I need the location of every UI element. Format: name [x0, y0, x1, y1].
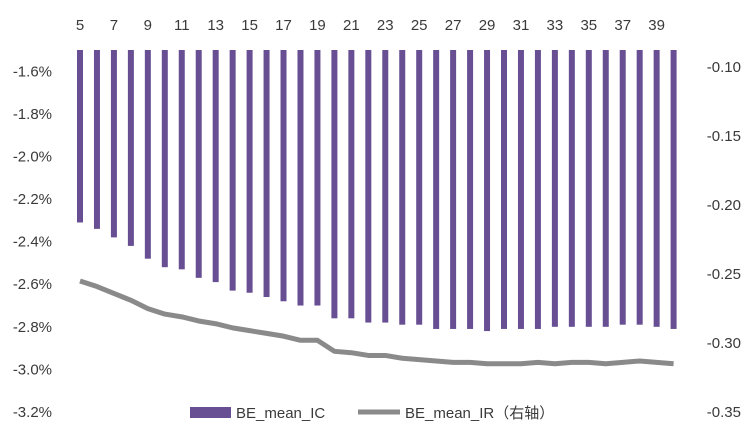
- x-tick-label: 39: [648, 17, 665, 34]
- x-tick-label: 15: [241, 17, 258, 34]
- x-tick-label: 21: [343, 17, 360, 34]
- y-left-tick-label: -3.2%: [13, 404, 52, 421]
- bar: [551, 50, 558, 327]
- y-left-tick-label: -2.8%: [13, 319, 52, 336]
- bar: [399, 50, 406, 325]
- x-axis-ticks: 5 7 9 11 13 15 17 19 21 23 25 27 29 31 33 35 37 39: [76, 17, 665, 34]
- x-tick-label: 13: [207, 17, 224, 34]
- bar: [161, 50, 168, 268]
- bar: [127, 50, 134, 246]
- bar: [246, 50, 253, 293]
- y-left-tick-label: -1.8%: [13, 106, 52, 123]
- bar: [382, 50, 389, 323]
- bar: [348, 50, 355, 319]
- legend: BE_mean_IC BE_mean_IR（右轴）: [190, 405, 554, 422]
- x-tick-label: 37: [614, 17, 631, 34]
- y-right-tick-label: -0.35: [707, 404, 741, 421]
- bar-series-ic: [77, 50, 677, 332]
- y-left-tick-label: -2.2%: [13, 191, 52, 208]
- bar: [212, 50, 219, 283]
- bar: [416, 50, 423, 325]
- bar: [619, 50, 626, 325]
- bar: [501, 50, 507, 329]
- legend-label-ic: BE_mean_IC: [236, 405, 325, 422]
- y-left-tick-label: -2.4%: [13, 234, 52, 251]
- bar: [331, 50, 338, 319]
- bar: [110, 50, 117, 238]
- x-tick-label: 25: [411, 17, 428, 34]
- x-tick-label: 27: [445, 17, 462, 34]
- x-tick-label: 11: [174, 17, 190, 34]
- y-right-tick-label: -0.25: [707, 266, 741, 283]
- bar: [93, 50, 100, 229]
- x-tick-label: 23: [377, 17, 394, 34]
- y-left-tick-label: -2.0%: [13, 148, 52, 165]
- bar: [195, 50, 202, 278]
- x-tick-label: 9: [144, 17, 152, 34]
- bar: [229, 50, 236, 291]
- bar: [484, 50, 491, 332]
- bar: [433, 50, 440, 329]
- bar: [670, 50, 677, 329]
- y-axis-left-ticks: -1.6% -1.8% -2.0% -2.2% -2.4% -2.6% -2.8% -3.0%…: [13, 63, 52, 421]
- bar: [534, 50, 541, 329]
- x-tick-label: 17: [275, 17, 292, 34]
- y-right-tick-label: -0.20: [707, 197, 741, 214]
- bar: [263, 50, 270, 298]
- bar: [636, 50, 643, 325]
- legend-label-ir: BE_mean_IR（右轴）: [405, 405, 554, 422]
- ir-line: [79, 278, 674, 367]
- y-right-tick-label: -0.10: [707, 59, 741, 76]
- x-tick-label: 19: [309, 17, 326, 34]
- bar: [365, 50, 372, 323]
- bar: [568, 50, 575, 327]
- x-tick-label: 7: [110, 17, 118, 34]
- y-left-tick-label: -1.6%: [13, 63, 52, 80]
- x-tick-label: 29: [479, 17, 496, 34]
- legend-swatch-ic: [190, 407, 231, 418]
- bar: [517, 50, 524, 329]
- y-right-tick-label: -0.30: [707, 335, 741, 352]
- x-tick-label: 35: [580, 17, 597, 34]
- x-tick-label: 33: [547, 17, 564, 34]
- x-tick-label: 5: [76, 17, 84, 34]
- bar: [314, 50, 321, 306]
- bar: [585, 50, 592, 327]
- y-left-tick-label: -2.6%: [13, 276, 52, 293]
- bar: [653, 50, 660, 327]
- bar: [144, 50, 151, 259]
- y-right-tick-label: -0.15: [707, 128, 741, 145]
- x-tick-label: 31: [513, 17, 530, 34]
- bar: [178, 50, 185, 270]
- bar: [467, 50, 474, 329]
- bar: [297, 50, 304, 306]
- bar: [602, 50, 609, 327]
- line-series-ir: [79, 278, 674, 367]
- bar: [450, 50, 457, 329]
- bar: [280, 50, 287, 302]
- y-left-tick-label: -3.0%: [13, 361, 52, 378]
- y-axis-right-ticks: -0.10 -0.15 -0.20 -0.25 -0.30 -0.35: [707, 59, 741, 421]
- bar: [77, 50, 83, 223]
